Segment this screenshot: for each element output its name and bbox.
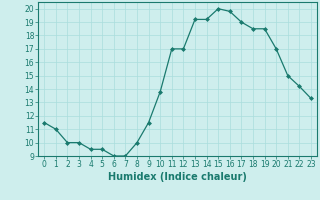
X-axis label: Humidex (Indice chaleur): Humidex (Indice chaleur) (108, 172, 247, 182)
